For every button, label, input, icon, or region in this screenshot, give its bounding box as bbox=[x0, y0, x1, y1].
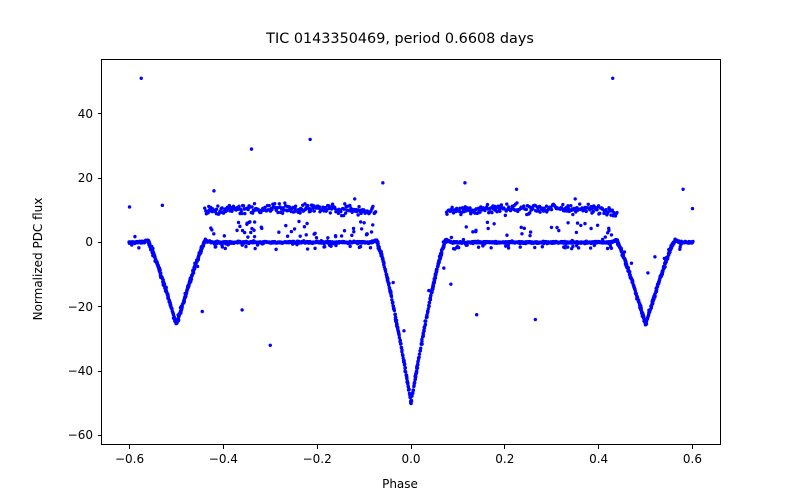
y-tick-label: 20 bbox=[77, 171, 93, 186]
x-tick-label: 0.6 bbox=[682, 452, 703, 466]
y-tick-label: −20 bbox=[67, 299, 93, 314]
x-tick-mark bbox=[691, 445, 693, 449]
x-tick-label: 0.2 bbox=[495, 452, 515, 466]
x-tick-mark bbox=[598, 445, 600, 449]
y-tick-label: −60 bbox=[67, 428, 93, 443]
y-tick-label: −40 bbox=[67, 364, 93, 379]
x-tick-label: −0.6 bbox=[114, 452, 145, 466]
x-tick-mark bbox=[129, 445, 131, 449]
y-axis-label: Normalized PDC flux bbox=[31, 197, 45, 321]
x-tick-label: 0.0 bbox=[401, 452, 421, 466]
page-title: TIC 0143350469, period 0.6608 days bbox=[266, 31, 534, 47]
x-tick-label: 0.4 bbox=[589, 452, 609, 466]
x-tick-mark bbox=[222, 445, 224, 449]
scatter-plot-canvas bbox=[102, 60, 720, 444]
x-axis-label: Phase bbox=[382, 477, 418, 491]
x-tick-mark bbox=[410, 445, 412, 449]
y-tick-label: 0 bbox=[85, 235, 93, 250]
x-tick-label: −0.4 bbox=[208, 452, 238, 466]
x-tick-label: −0.2 bbox=[302, 452, 332, 466]
x-tick-mark bbox=[316, 445, 318, 449]
y-tick-label: 40 bbox=[77, 106, 93, 121]
x-tick-mark bbox=[504, 445, 506, 449]
